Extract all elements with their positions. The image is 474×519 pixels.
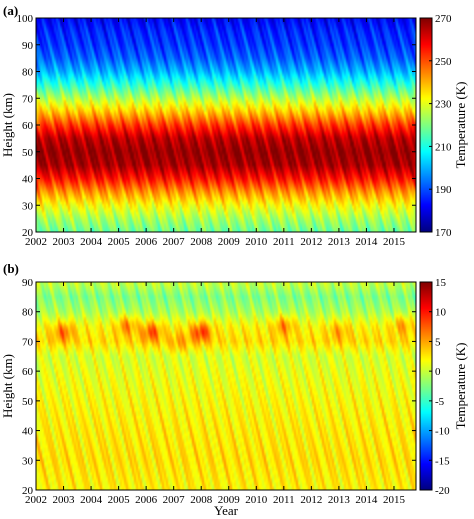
x-tick-label: 2002 (25, 236, 47, 248)
x-tick-label: 2011 (273, 236, 295, 248)
x-tick-label: 2013 (328, 494, 351, 506)
colorbar-tick-label: 210 (435, 141, 452, 153)
colorbar-tick-label: 170 (435, 227, 452, 239)
y-tick-label: 20 (22, 485, 34, 497)
y-tick-label: 90 (22, 277, 34, 289)
y-axis-title-b: Height (km) (0, 354, 15, 418)
x-axis-b: 2002 2003 2004 2005 2006 2007 2008 2009 2010 2011… (25, 282, 405, 506)
y-tick-label: 80 (22, 67, 34, 79)
x-tick-label: 2014 (355, 236, 378, 248)
panel-label-b: (b) (3, 261, 19, 276)
x-axis-a: 2002 2003 2004 2005 2006 2007 2008 2009 2010 2011… (25, 18, 405, 248)
colorbar-title-b: Temperature (K) (453, 343, 468, 430)
y-tick-label: 60 (22, 120, 34, 132)
colorbar-b (420, 282, 432, 490)
colorbar-tick-label: 250 (435, 56, 452, 68)
x-tick-label: 2004 (80, 236, 103, 248)
y-tick-label: 60 (22, 366, 34, 378)
y-tick-label: 100 (17, 13, 34, 25)
x-tick-label: 2008 (190, 236, 213, 248)
x-tick-label: 2010 (245, 494, 268, 506)
x-tick-label: 2015 (383, 494, 406, 506)
x-tick-label: 2003 (53, 494, 76, 506)
colorbar-tick-label: 270 (435, 13, 452, 25)
x-tick-label: 2004 (80, 494, 103, 506)
y-tick-label: 20 (22, 227, 34, 239)
x-tick-label: 2011 (273, 494, 295, 506)
x-tick-label: 2006 (135, 494, 158, 506)
colorbar-tick-label: 190 (435, 184, 452, 196)
colorbar-tick-label: 230 (435, 99, 452, 111)
y-axis-title-a: Height (km) (0, 93, 15, 157)
x-tick-label: 2007 (163, 236, 186, 248)
colorbar-tick-label: 5 (435, 336, 441, 348)
y-tick-label: 30 (22, 455, 34, 467)
x-tick-label: 2006 (135, 236, 158, 248)
x-axis-title-b: Year (214, 503, 239, 518)
colorbar-tick-label: -10 (435, 426, 450, 438)
y-axis-b: 20 30 40 50 60 70 80 90 (22, 277, 416, 497)
colorbar-tick-label: 0 (435, 366, 441, 378)
colorbar-tick-label: -20 (435, 485, 450, 497)
x-tick-label: 2015 (383, 236, 406, 248)
x-tick-label: 2014 (355, 494, 378, 506)
x-tick-label: 2005 (108, 236, 131, 248)
y-tick-label: 90 (22, 40, 34, 52)
colorbar-a (420, 18, 432, 232)
x-tick-label: 2012 (300, 494, 322, 506)
panel-label-a: (a) (3, 3, 18, 18)
y-tick-label: 70 (22, 93, 34, 105)
colorbar-frame-a (419, 17, 433, 233)
y-tick-label: 40 (22, 174, 34, 186)
x-tick-label: 2009 (218, 494, 241, 506)
heatmap-a (36, 18, 416, 232)
colorbar-frame-b (419, 281, 433, 491)
colorbar-axis-b: -20 -15 -10 -5 0 5 10 15 (429, 277, 450, 497)
y-tick-label: 50 (22, 147, 34, 159)
x-tick-label: 2009 (218, 236, 241, 248)
heatmap-b (36, 282, 416, 490)
x-tick-label: 2002 (25, 494, 47, 506)
colorbar-title-a: Temperature (K) (453, 82, 468, 169)
colorbar-axis-a: 170 190 210 230 250 270 (429, 13, 452, 239)
y-tick-label: 50 (22, 396, 34, 408)
colorbar-tick-label: 15 (435, 277, 447, 289)
x-tick-label: 2008 (190, 494, 213, 506)
y-tick-label: 30 (22, 200, 34, 212)
x-tick-label: 2007 (163, 494, 186, 506)
y-tick-label: 80 (22, 307, 34, 319)
x-tick-label: 2012 (300, 236, 322, 248)
x-tick-label: 2013 (328, 236, 351, 248)
colorbar-tick-label: 10 (435, 307, 447, 319)
x-tick-label: 2010 (245, 236, 268, 248)
plot-frame-b (35, 281, 417, 491)
y-axis-a: 20 30 40 50 60 70 80 90 100 (17, 13, 416, 239)
panel-a: (a) 20 30 40 50 60 70 80 90 100 2002 2003 2004 2005… (0, 3, 468, 248)
y-tick-label: 40 (22, 426, 34, 438)
x-tick-label: 2003 (53, 236, 76, 248)
colorbar-tick-label: -5 (435, 396, 445, 408)
x-tick-label: 2005 (108, 494, 131, 506)
y-tick-label: 70 (22, 336, 34, 348)
colorbar-tick-label: -15 (435, 455, 450, 467)
